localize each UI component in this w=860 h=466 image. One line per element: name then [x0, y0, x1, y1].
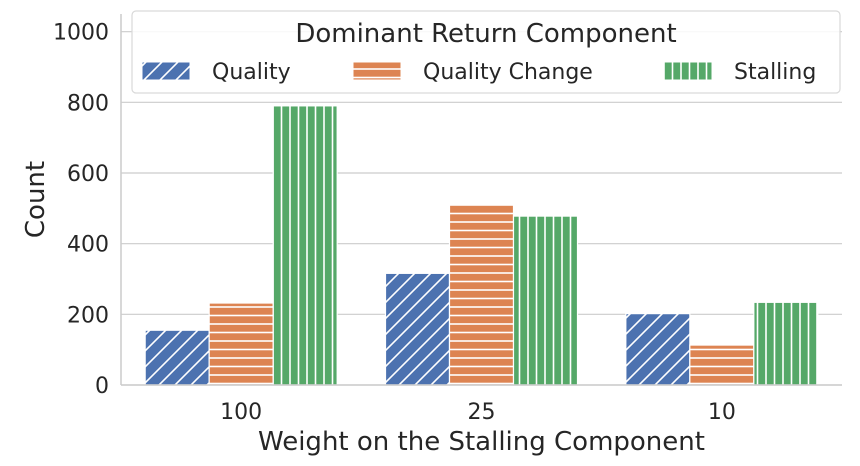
y-tick-label: 600: [67, 162, 109, 187]
bar-hatch: [209, 303, 274, 385]
legend-title: Dominant Return Component: [295, 19, 676, 49]
bar-hatch: [385, 273, 450, 385]
bar-hatch: [513, 216, 578, 385]
y-axis-title: Count: [21, 161, 51, 238]
bar-hatch: [625, 313, 690, 385]
bar-hatch: [145, 330, 210, 385]
legend-label: Stalling: [734, 60, 816, 85]
bar-hatch: [449, 204, 514, 385]
y-tick-label: 400: [67, 233, 109, 258]
bars: [144, 105, 819, 386]
legend-label: Quality: [212, 60, 291, 85]
y-tick-label: 1000: [53, 21, 109, 46]
legend-swatch-hatch: [142, 62, 190, 80]
x-axis-title: Weight on the Stalling Component: [258, 427, 705, 457]
bar-hatch: [753, 302, 818, 385]
legend-swatch-hatch: [353, 62, 401, 80]
axes: 0 200 400 600 800 1000 100 25 10: [53, 14, 842, 425]
x-tick-label: 100: [220, 400, 262, 425]
x-tick-label: 10: [708, 400, 736, 425]
bar-hatch: [273, 105, 338, 385]
y-tick-label: 800: [67, 91, 109, 116]
legend-label: Quality Change: [423, 60, 593, 85]
legend-box: [131, 10, 841, 94]
y-tick-label: 200: [67, 303, 109, 328]
y-tick-label: 0: [95, 374, 109, 399]
legend-swatch-hatch: [664, 62, 712, 80]
x-tick-label: 25: [468, 400, 496, 425]
bar-hatch: [689, 345, 754, 385]
